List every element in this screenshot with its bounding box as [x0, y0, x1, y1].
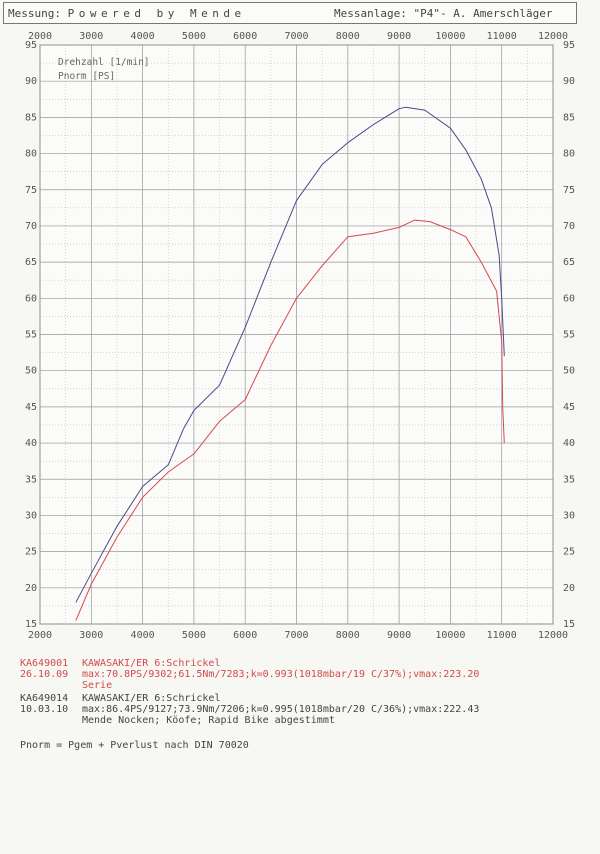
y-tick-label-left: 60 [25, 293, 37, 304]
y-tick-label-left: 80 [25, 149, 37, 160]
y-tick-label-left: 15 [25, 619, 37, 630]
header-box: Messung: Powered by Mende Messanlage: "P… [3, 2, 577, 24]
x-tick-label-bottom: 8000 [336, 630, 360, 641]
y-tick-label-right: 35 [563, 474, 575, 485]
y-tick-label-right: 30 [563, 510, 575, 521]
run-1-line-1: KA649001 KAWASAKI/ER 6:Schrickel [20, 658, 479, 669]
x-tick-label-top: 4000 [131, 31, 155, 42]
y-tick-label-right: 25 [563, 547, 575, 558]
run-1-block: KA649001 KAWASAKI/ER 6:Schrickel 26.10.09… [20, 658, 479, 691]
run-1-id: KA649001 [20, 658, 69, 669]
x-tick-label-top: 9000 [387, 31, 411, 42]
run-2-date: 10.03.10 [20, 704, 69, 715]
x-tick-label-bottom: 7000 [284, 630, 308, 641]
run-1-note: Serie [82, 680, 113, 691]
y-tick-label-left: 35 [25, 474, 37, 485]
y-tick-label-right: 75 [563, 185, 575, 196]
y-tick-label-left: 30 [25, 510, 37, 521]
y-tick-label-left: 55 [25, 330, 37, 341]
run-2-note: Mende Nocken; Köofe; Rapid Bike abgestim… [82, 715, 335, 726]
x-tick-label-top: 7000 [284, 31, 308, 42]
run-2-line-3: Mende Nocken; Köofe; Rapid Bike abgestim… [20, 715, 479, 726]
y-tick-label-left: 25 [25, 547, 37, 558]
run-1-stats: max:70.8PS/9302;61.5Nm/7283;k=0.993(1018… [82, 669, 480, 680]
series-line-2 [75, 106, 505, 603]
x-tick-label-bottom: 11000 [487, 630, 517, 641]
y-tick-label-right: 95 [563, 40, 575, 51]
header-brand: Powered by Mende [67, 7, 246, 20]
run-2-block: KA649014 KAWASAKI/ER 6:Schrickel 10.03.10… [20, 693, 479, 726]
y-tick-label-left: 75 [25, 185, 37, 196]
run-1-date: 26.10.09 [20, 669, 69, 680]
x-tick-label-top: 2000 [28, 31, 52, 42]
header-label: Messung: [8, 7, 61, 20]
y-tick-label-right: 65 [563, 257, 575, 268]
x-tick-label-bottom: 3000 [79, 630, 103, 641]
legend-inside-label: Drehzahl [1/min] [58, 57, 150, 68]
x-tick-label-bottom: 10000 [435, 630, 465, 641]
series-line-1 [75, 219, 505, 621]
y-tick-label-left: 70 [25, 221, 37, 232]
x-tick-label-bottom: 6000 [233, 630, 257, 641]
y-tick-label-right: 50 [563, 366, 575, 377]
y-tick-label-left: 40 [25, 438, 37, 449]
x-tick-label-bottom: 2000 [28, 630, 52, 641]
x-tick-label-top: 8000 [336, 31, 360, 42]
y-tick-label-right: 85 [563, 112, 575, 123]
y-tick-label-left: 65 [25, 257, 37, 268]
legend-inside-label: Pnorm [PS] [58, 71, 115, 82]
y-tick-label-right: 45 [563, 402, 575, 413]
y-tick-label-right: 40 [563, 438, 575, 449]
x-tick-label-bottom: 5000 [182, 630, 206, 641]
y-tick-label-left: 45 [25, 402, 37, 413]
x-tick-label-top: 6000 [233, 31, 257, 42]
run-1-vehicle: KAWASAKI/ER 6:Schrickel [82, 658, 221, 669]
y-tick-label-right: 60 [563, 293, 575, 304]
header-location: Messanlage: "P4"- A. Amerschläger [334, 7, 553, 20]
run-2-id: KA649014 [20, 693, 69, 704]
x-tick-label-bottom: 9000 [387, 630, 411, 641]
header-left: Messung: Powered by Mende [8, 7, 246, 20]
run-2-line-1: KA649014 KAWASAKI/ER 6:Schrickel [20, 693, 479, 704]
x-tick-label-top: 5000 [182, 31, 206, 42]
run-1-line-3: Serie [20, 680, 479, 691]
dyno-chart: 15 15 20 20 25 25 30 30 35 35 40 40 45 45 50 50 55 55 60 60… [25, 31, 575, 641]
x-tick-label-top: 12000 [538, 31, 568, 42]
x-tick-label-top: 10000 [435, 31, 465, 42]
run-2-vehicle: KAWASAKI/ER 6:Schrickel [82, 693, 221, 704]
y-tick-label-right: 20 [563, 583, 575, 594]
run-2-line-2: 10.03.10 max:86.4PS/9127;73.9Nm/7206;k=0.… [20, 704, 479, 715]
x-tick-label-top: 11000 [487, 31, 517, 42]
y-tick-label-left: 90 [25, 76, 37, 87]
y-tick-label-right: 90 [563, 76, 575, 87]
y-tick-label-left: 50 [25, 366, 37, 377]
y-tick-label-left: 20 [25, 583, 37, 594]
y-tick-label-left: 95 [25, 40, 37, 51]
y-tick-label-right: 80 [563, 149, 575, 160]
x-tick-label-top: 3000 [79, 31, 103, 42]
run-2-stats: max:86.4PS/9127;73.9Nm/7206;k=0.995(1018… [82, 704, 480, 715]
y-tick-label-right: 70 [563, 221, 575, 232]
x-tick-label-bottom: 4000 [131, 630, 155, 641]
y-tick-label-right: 55 [563, 330, 575, 341]
y-tick-label-left: 85 [25, 112, 37, 123]
x-tick-label-bottom: 12000 [538, 630, 568, 641]
y-tick-label-right: 15 [563, 619, 575, 630]
run-1-line-2: 26.10.09 max:70.8PS/9302;61.5Nm/7283;k=0.… [20, 669, 479, 680]
formula-note: Pnorm = Pgem + Pverlust nach DIN 70020 [20, 740, 249, 751]
